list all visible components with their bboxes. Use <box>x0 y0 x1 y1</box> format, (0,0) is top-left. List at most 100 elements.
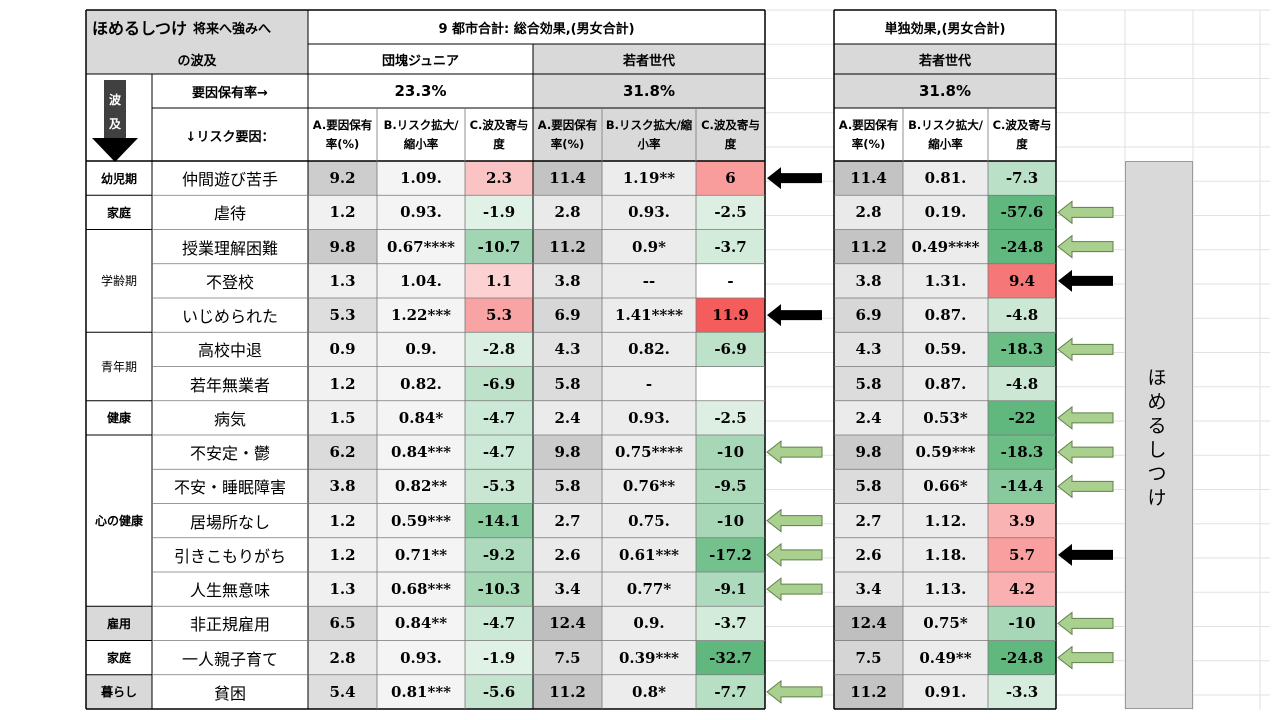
green-arrow-icon <box>766 577 823 602</box>
green-arrow-icon <box>1057 611 1114 636</box>
cell-junior-c: -14.1 <box>465 503 533 538</box>
cell-single-a: 5.8 <box>834 366 903 401</box>
cell-single-b: 0.59*** <box>903 435 988 470</box>
cell-single-b: 1.13. <box>903 572 988 607</box>
black-arrow-icon <box>1058 543 1113 566</box>
cell-young-c: -2.5 <box>696 400 765 435</box>
column-header-young-c: C.波及寄与度 <box>696 108 765 161</box>
cell-junior-c: 2.3 <box>465 161 533 196</box>
table-title: ほめるしつけ 将来へ強みへ <box>86 10 308 44</box>
black-arrow-icon <box>1058 269 1113 292</box>
cell-junior-b: 0.84** <box>377 606 465 641</box>
cell-young-b: 0.82. <box>602 332 696 367</box>
cell-junior-b: 0.9. <box>377 332 465 367</box>
cell-young-c: -10 <box>696 503 765 538</box>
rate-label: 要因保有率→ <box>152 74 308 108</box>
cell-young-c: -32.7 <box>696 640 765 675</box>
cell-single-a: 9.8 <box>834 435 903 470</box>
cell-junior-b: 0.93. <box>377 195 465 230</box>
cell-single-b: 0.75* <box>903 606 988 641</box>
cell-young-c: -6.9 <box>696 332 765 367</box>
cell-single-c: -10 <box>988 606 1056 641</box>
green-arrow-icon <box>1057 337 1114 362</box>
category-cell: 心の健康 <box>94 514 143 529</box>
cell-young-a: 3.4 <box>533 572 602 607</box>
category-cell: 健康 <box>106 411 131 426</box>
risk-factor-name: 一人親子育て <box>181 649 278 669</box>
cell-junior-c: -4.7 <box>465 400 533 435</box>
risk-factor-name: 若年無業者 <box>189 375 270 395</box>
cell-junior-b: 0.84*** <box>377 435 465 470</box>
rate-label-text: 要因保有率→ <box>192 85 268 101</box>
cell-young-b: 0.8* <box>602 674 696 709</box>
cell-junior-c: -9.2 <box>465 537 533 572</box>
category-cell: 家庭 <box>106 651 131 666</box>
cell-young-b: 0.75. <box>602 503 696 538</box>
cell-junior-c: -10.7 <box>465 229 533 264</box>
cell-single-c: -4.8 <box>988 298 1056 333</box>
flow-indicator: 波 及 <box>86 78 152 164</box>
cell-young-a: 6.9 <box>533 298 602 333</box>
green-arrow-icon <box>766 440 823 465</box>
column-header-single-c: C.波及寄与度 <box>992 117 1052 151</box>
group-young-title: 若者世代 <box>533 44 765 74</box>
cell-young-c <box>696 367 765 401</box>
cell-junior-a: 6.2 <box>308 435 377 470</box>
cell-young-c: -17.2 <box>696 537 765 572</box>
cell-young-b: 0.39*** <box>602 640 696 675</box>
cell-young-c: -7.7 <box>696 674 765 709</box>
cell-junior-c: -4.7 <box>465 606 533 641</box>
green-arrow-icon <box>766 542 823 567</box>
green-arrow-icon <box>1057 234 1114 259</box>
cell-single-b: 1.12. <box>903 503 988 538</box>
table-title-main: ほめるしつけ <box>92 19 188 38</box>
cell-young-a: 2.4 <box>533 400 602 435</box>
cell-junior-c: -4.7 <box>465 435 533 470</box>
cell-junior-c: -1.9 <box>465 195 533 230</box>
cell-single-c: 3.9 <box>988 503 1056 538</box>
cell-young-c: 6 <box>696 161 765 196</box>
cell-young-a: 2.8 <box>533 195 602 230</box>
cell-single-b: 0.81. <box>903 161 988 196</box>
cell-junior-b: 1.22*** <box>377 298 465 333</box>
cell-single-a: 11.2 <box>834 229 903 264</box>
cell-young-b: -- <box>602 263 696 298</box>
cell-single-c: -18.3 <box>988 435 1056 470</box>
cell-single-a: 5.8 <box>834 469 903 504</box>
cell-young-b: 0.9. <box>602 606 696 641</box>
down-arrow-icon: 波 及 <box>92 80 138 162</box>
cell-young-c: -2.5 <box>696 195 765 230</box>
cell-single-a: 11.4 <box>834 161 903 196</box>
black-arrow-icon <box>767 304 822 327</box>
cell-single-b: 0.87. <box>903 366 988 401</box>
cell-young-b: 0.76** <box>602 469 696 504</box>
risk-factor-name: 病気 <box>213 409 246 429</box>
table-title-line2-text: の波及 <box>177 53 217 69</box>
cell-single-c: -3.3 <box>988 674 1056 709</box>
cell-young-c: -3.7 <box>696 229 765 264</box>
cell-single-c: -14.4 <box>988 469 1056 504</box>
flow-label-char-2: 及 <box>109 117 122 131</box>
cell-single-b: 0.91. <box>903 674 988 709</box>
side-label-box <box>1125 161 1193 709</box>
green-arrow-icon <box>1057 200 1114 225</box>
cell-single-c: 9.4 <box>988 263 1056 298</box>
cell-single-a: 2.7 <box>834 503 903 538</box>
risk-factor-name: いじめられた <box>181 307 278 327</box>
risk-factor-name: 人生無意味 <box>189 581 270 601</box>
risk-factor-label-text: ↓リスク要因： <box>185 129 275 145</box>
cell-junior-a: 0.9 <box>308 332 377 367</box>
cell-young-c: 11.9 <box>696 298 765 333</box>
side-label: ほめるしつけ <box>1147 367 1167 509</box>
green-arrow-icon <box>1057 645 1114 670</box>
single-effect-title: 単独効果,(男女合計) <box>884 21 1006 37</box>
cell-young-a: 11.2 <box>533 229 602 264</box>
cell-single-b: 0.87. <box>903 298 988 333</box>
column-header-junior-a: A.要因保有率(%) <box>312 117 373 151</box>
cell-single-c: -4.8 <box>988 366 1056 401</box>
cell-young-c: - <box>727 271 734 290</box>
cell-young-a: 11.2 <box>533 674 602 709</box>
cell-single-c: -24.8 <box>988 640 1056 675</box>
column-header-young-b: B.リスク拡大/縮小率 <box>602 108 696 161</box>
green-arrow-icon <box>766 508 823 533</box>
